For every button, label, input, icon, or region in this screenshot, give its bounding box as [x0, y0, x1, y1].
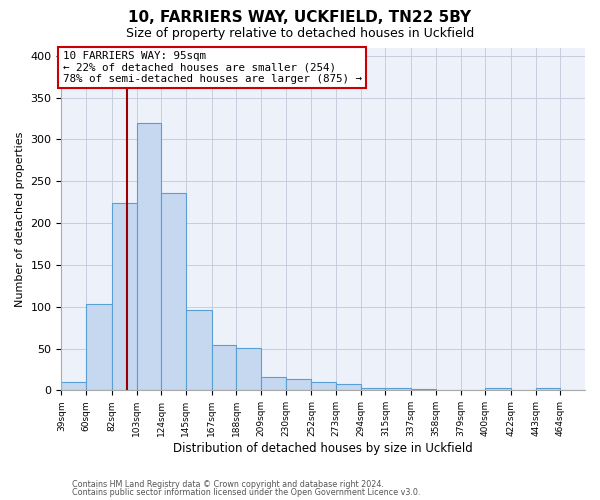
Bar [536, 388, 560, 390]
Text: Contains public sector information licensed under the Open Government Licence v3: Contains public sector information licen… [72, 488, 421, 497]
Bar [485, 388, 511, 390]
Bar [86, 304, 112, 390]
Bar [236, 348, 261, 391]
Y-axis label: Number of detached properties: Number of detached properties [15, 131, 25, 306]
Bar [161, 193, 186, 390]
Text: Contains HM Land Registry data © Crown copyright and database right 2024.: Contains HM Land Registry data © Crown c… [72, 480, 384, 489]
Bar [336, 384, 361, 390]
Bar [411, 388, 436, 390]
Bar [361, 388, 385, 390]
Bar [61, 382, 86, 390]
Bar [137, 123, 161, 390]
Bar [261, 377, 286, 390]
Text: 10, FARRIERS WAY, UCKFIELD, TN22 5BY: 10, FARRIERS WAY, UCKFIELD, TN22 5BY [128, 10, 472, 25]
Bar [311, 382, 336, 390]
Text: 10 FARRIERS WAY: 95sqm
← 22% of detached houses are smaller (254)
78% of semi-de: 10 FARRIERS WAY: 95sqm ← 22% of detached… [62, 51, 362, 84]
X-axis label: Distribution of detached houses by size in Uckfield: Distribution of detached houses by size … [173, 442, 473, 455]
Text: Size of property relative to detached houses in Uckfield: Size of property relative to detached ho… [126, 28, 474, 40]
Bar [112, 203, 137, 390]
Bar [286, 380, 311, 390]
Bar [385, 388, 411, 390]
Bar [212, 345, 236, 391]
Bar [186, 310, 212, 390]
